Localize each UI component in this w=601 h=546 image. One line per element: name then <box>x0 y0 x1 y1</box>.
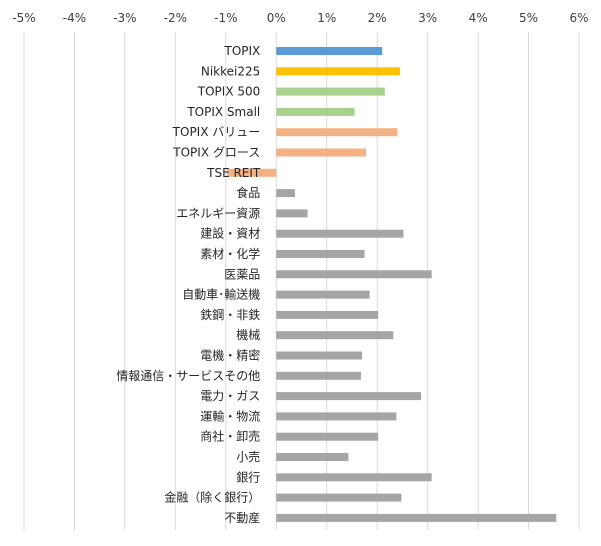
category-label: 銀行 <box>236 470 260 484</box>
category-label: 電機・精密 <box>200 348 260 363</box>
bar <box>276 351 363 360</box>
bar <box>276 513 557 522</box>
x-tick-label: -1% <box>214 11 237 25</box>
bar <box>276 67 400 76</box>
bar <box>276 331 394 340</box>
category-label: TOPIX <box>223 44 260 58</box>
x-tick-label: -5% <box>12 11 35 25</box>
category-label: 鉄鋼・非鉄 <box>200 307 260 322</box>
bar <box>276 229 404 238</box>
category-label: Nikkei225 <box>201 64 260 78</box>
category-label: 医薬品 <box>224 267 260 281</box>
x-axis-ticks: -5% -4% -3% -2% -1% 0% 1% 2% 3% 4% 5% 6% <box>12 11 588 25</box>
bar <box>276 128 398 137</box>
bar <box>276 473 432 482</box>
category-label: 不動産 <box>224 510 260 525</box>
bar <box>276 250 365 258</box>
bar <box>276 310 379 319</box>
bar <box>276 47 383 55</box>
bar <box>226 168 277 177</box>
bar <box>276 107 355 116</box>
x-tick-label: 0% <box>267 11 286 25</box>
x-tick-label: 1% <box>317 11 336 25</box>
category-label: TSE REIT <box>206 166 261 180</box>
bar <box>276 290 370 299</box>
category-label: 建設・資材 <box>200 226 260 241</box>
category-label: 食品 <box>236 185 260 200</box>
x-tick-label: 5% <box>519 11 538 25</box>
category-label: TOPIX Small <box>186 105 260 119</box>
category-label: 小売 <box>236 449 260 464</box>
bar <box>276 209 308 218</box>
bar <box>276 148 367 157</box>
x-tick-label: 3% <box>418 11 437 25</box>
x-tick-label: -3% <box>113 11 136 25</box>
category-label: エネルギー資源 <box>176 206 260 220</box>
category-label: 情報通信・サービスその他 <box>116 369 260 383</box>
bar <box>276 392 422 401</box>
x-tick-label: 2% <box>368 11 387 25</box>
bar <box>276 371 362 380</box>
bar <box>276 270 432 279</box>
x-tick-label: -2% <box>164 11 187 25</box>
category-label: TOPIX グロース <box>172 146 260 160</box>
bar <box>276 189 295 198</box>
x-tick-label: 6% <box>569 11 588 25</box>
bar <box>276 432 379 441</box>
bar <box>276 453 349 461</box>
category-label: TOPIX バリュー <box>172 125 261 139</box>
x-tick-label: -4% <box>63 11 86 25</box>
bar <box>276 493 402 502</box>
x-tick-label: 4% <box>469 11 488 25</box>
category-labels: TOPIX Nikkei225 TOPIX 500 TOPIX Small TOPIX … <box>116 44 261 525</box>
category-label: 電力・ガス <box>200 389 260 403</box>
category-label: 運輸・物流 <box>200 408 260 423</box>
bars <box>226 47 557 522</box>
category-label: 金融（除く銀行） <box>164 490 260 505</box>
category-label: TOPIX 500 <box>197 85 261 99</box>
category-label: 素材・化学 <box>200 246 260 261</box>
category-label: 自動車･輸送機 <box>182 287 260 302</box>
bar <box>276 412 397 421</box>
category-label: 商社・卸売 <box>200 429 260 444</box>
category-label: 機械 <box>236 327 260 342</box>
bar <box>276 87 385 96</box>
